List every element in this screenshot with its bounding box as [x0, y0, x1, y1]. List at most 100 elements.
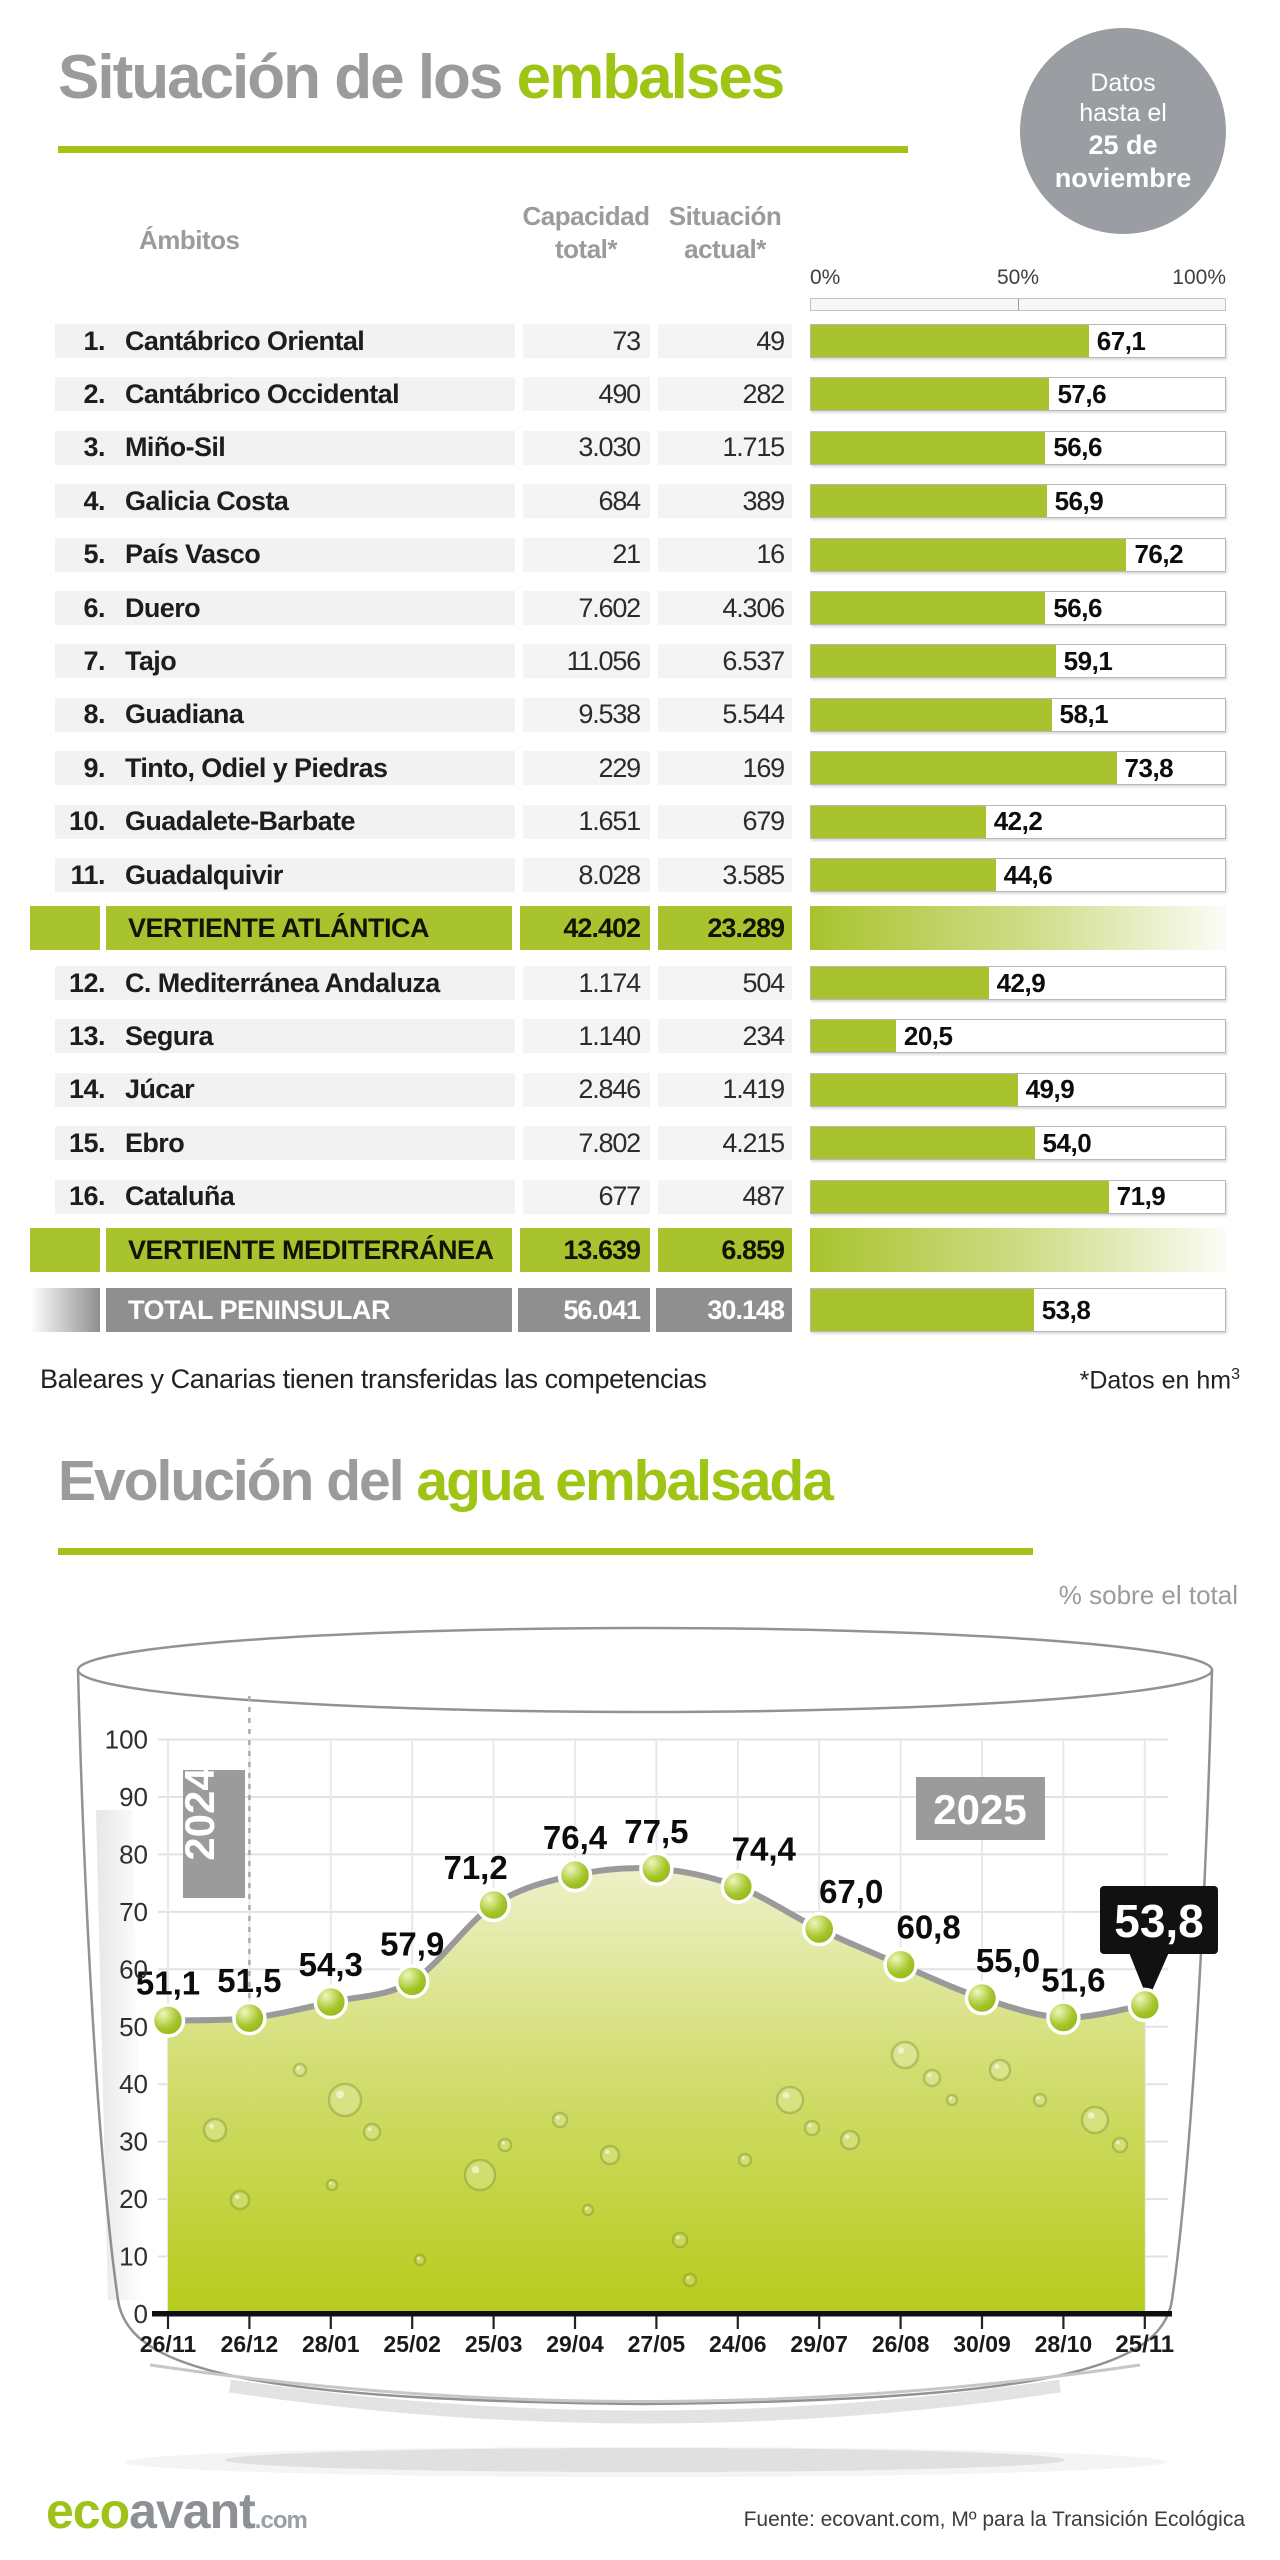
row-name: C. Mediterránea Andaluza: [125, 967, 440, 998]
row-current: 282: [658, 377, 792, 412]
bubble: [497, 2137, 513, 2153]
row-bar-value: 42,9: [996, 967, 1046, 998]
row-bar-value: 20,5: [903, 1020, 953, 1051]
row-rank: 1.: [83, 325, 105, 356]
y-axis-label: 70: [119, 1897, 148, 1927]
x-axis-tick: [655, 2316, 658, 2329]
table-row: 13. Segura 1.140 234 20,5: [0, 1019, 1280, 1054]
bubble-highlight: [367, 2127, 372, 2132]
row-current: 3.585: [658, 858, 792, 892]
bubble-highlight: [1087, 2112, 1095, 2119]
bubble-highlight: [897, 2047, 905, 2054]
row-name-cell: 10. Guadalete-Barbate: [55, 804, 515, 839]
year-marker-2025-label: 2025: [933, 1786, 1026, 1833]
row-rank: 15.: [68, 1127, 106, 1158]
row-bar-value: 49,9: [1025, 1074, 1075, 1105]
data-point: [964, 1980, 1000, 2016]
glass-base-edge: [149, 2363, 1141, 2403]
row-rank: 3.: [83, 432, 105, 463]
callout-value: 53,8: [1114, 1895, 1204, 1947]
row-bar-fill: [811, 805, 986, 838]
x-axis-tick: [248, 2316, 251, 2329]
row-bar-fill: [811, 325, 1089, 357]
bubble-highlight: [994, 2064, 1000, 2069]
scale-label-0: 0%: [810, 266, 841, 289]
bubble-highlight: [417, 2256, 420, 2260]
table-row: 4. Galicia Costa 684 389 56,9: [0, 484, 1280, 519]
row-capacity: 684: [523, 484, 650, 519]
row-rank: 11.: [70, 859, 105, 890]
row-capacity: 677: [523, 1179, 650, 1214]
row-capacity: 11.056: [523, 644, 650, 679]
scale-label-50: 50%: [996, 266, 1040, 289]
bubble: [327, 2082, 363, 2118]
data-point-label: 57,9: [380, 1925, 444, 1962]
row-capacity: 229: [523, 751, 650, 786]
bubble-highlight: [808, 2123, 812, 2128]
glass-side-shade: [96, 1810, 144, 2300]
row-bar-track: 53,8: [810, 1288, 1226, 1332]
row-name: Tajo: [125, 645, 177, 676]
bubble: [803, 2119, 821, 2137]
row-bar-fill: [811, 1289, 1034, 1331]
data-point-label: 55,0: [976, 1942, 1040, 1979]
chart-subtitle: % sobre el total: [1058, 1580, 1238, 1610]
logo-tld: .com: [254, 2507, 308, 2534]
row-bar-value: 56,9: [1054, 485, 1104, 516]
row-rank: 5.: [83, 539, 105, 570]
subtotal-marker: [30, 1228, 100, 1272]
row-name: Guadalete-Barbate: [125, 806, 355, 837]
row-rank: 9.: [83, 752, 105, 783]
column-header-situacion-line2: actual*: [684, 234, 766, 264]
year-marker-2025: 2025: [916, 1777, 1045, 1840]
row-bar-fill: [811, 538, 1127, 571]
row-bar-value: 73,8: [1124, 752, 1174, 783]
x-axis-label: 27/05: [628, 2331, 686, 2357]
x-axis-tick: [492, 2316, 495, 2329]
bubble-highlight: [949, 2096, 952, 2100]
row-bar-value: 59,1: [1063, 645, 1113, 676]
scale-ruler-tick: [1018, 299, 1019, 310]
column-header-capacidad-line2: total*: [555, 234, 618, 264]
data-point-label: 51,6: [1041, 1962, 1105, 1999]
row-bar-fill: [811, 431, 1046, 464]
bubble-highlight: [235, 2194, 240, 2200]
row-name-cell: 2. Cantábrico Occidental: [55, 377, 515, 412]
row-current: 504: [658, 966, 792, 1000]
row-current: 679: [658, 804, 792, 839]
row-rank: 7.: [83, 645, 105, 676]
row-rank: 2.: [83, 378, 105, 409]
row-current: 49: [658, 324, 792, 358]
subtotal-current: 6.859: [658, 1228, 792, 1272]
column-header-situacion-line1: Situación: [668, 201, 782, 231]
row-bar-fill: [811, 1127, 1035, 1160]
bubble-highlight: [1116, 2140, 1120, 2145]
row-capacity: 7.602: [523, 591, 650, 625]
subtotal-label: VERTIENTE MEDITERRÁNEA: [106, 1228, 512, 1272]
chart-y-labels: 0 10 20 30 40 50 60 70 80 90 100: [105, 1725, 148, 2330]
row-name-cell: 15. Ebro: [55, 1126, 515, 1161]
table-row: 8. Guadiana 9.538 5.544 58,1: [0, 697, 1280, 732]
x-axis-label: 29/07: [790, 2331, 848, 2357]
row-bar-fill: [811, 698, 1052, 731]
row-rank: 14.: [68, 1074, 106, 1105]
bubble-highlight: [741, 2156, 745, 2160]
ecoavant-logo: ecoavant.com: [46, 2482, 308, 2540]
data-point-label: 54,3: [299, 1946, 363, 1983]
row-rank: 16.: [68, 1181, 106, 1212]
bubble: [671, 2231, 689, 2249]
x-axis-tick: [980, 2316, 984, 2329]
row-name-cell: 3. Miño-Sil: [55, 430, 515, 465]
bubble-highlight: [329, 2181, 332, 2185]
row-bar-track: 58,1: [810, 697, 1226, 732]
page-title-gray: Situación de los: [58, 43, 503, 112]
x-axis-label: 24/06: [709, 2331, 767, 2357]
table-row: 2. Cantábrico Occidental 490 282 57,6: [0, 377, 1280, 412]
data-point: [313, 1984, 349, 2020]
row-bar-value: 53,8: [1041, 1294, 1091, 1325]
date-badge: Datos hasta el 25 de noviembre: [1020, 28, 1226, 234]
row-capacity: 1.651: [523, 804, 650, 839]
column-header-capacidad-line1: Capacidad: [522, 201, 651, 231]
row-name-cell: 8. Guadiana: [55, 697, 515, 732]
row-name-cell: 11. Guadalquivir: [55, 858, 515, 892]
